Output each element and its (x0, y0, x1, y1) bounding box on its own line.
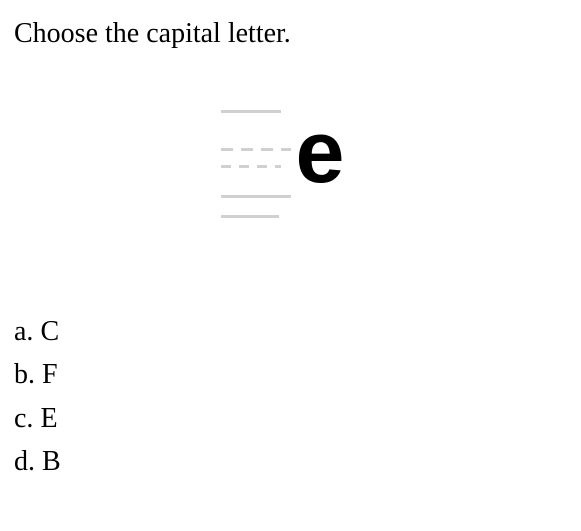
guide-line-top (221, 110, 281, 113)
question-prompt: Choose the capital letter. (14, 18, 567, 50)
prompt-letter: e (296, 108, 345, 196)
guide-line-mid-dash (221, 165, 281, 168)
answer-option-c[interactable]: c. E (14, 397, 567, 440)
guide-line-upper-dash (221, 148, 291, 151)
writing-guide-lines (221, 110, 301, 220)
option-text: C (40, 316, 59, 347)
option-text: E (40, 403, 57, 434)
option-label: d. (14, 446, 35, 477)
answer-options-list: a. C b. F c. E d. B (14, 310, 567, 484)
letter-display-panel: e (191, 100, 391, 230)
option-label: c. (14, 403, 33, 434)
answer-option-b[interactable]: b. F (14, 353, 567, 396)
option-text: B (42, 446, 61, 477)
answer-option-a[interactable]: a. C (14, 310, 567, 353)
answer-option-d[interactable]: d. B (14, 440, 567, 483)
guide-line-bottom (221, 215, 279, 218)
option-text: F (42, 359, 58, 390)
guide-line-lower (221, 195, 291, 198)
option-label: b. (14, 359, 35, 390)
option-label: a. (14, 316, 33, 347)
